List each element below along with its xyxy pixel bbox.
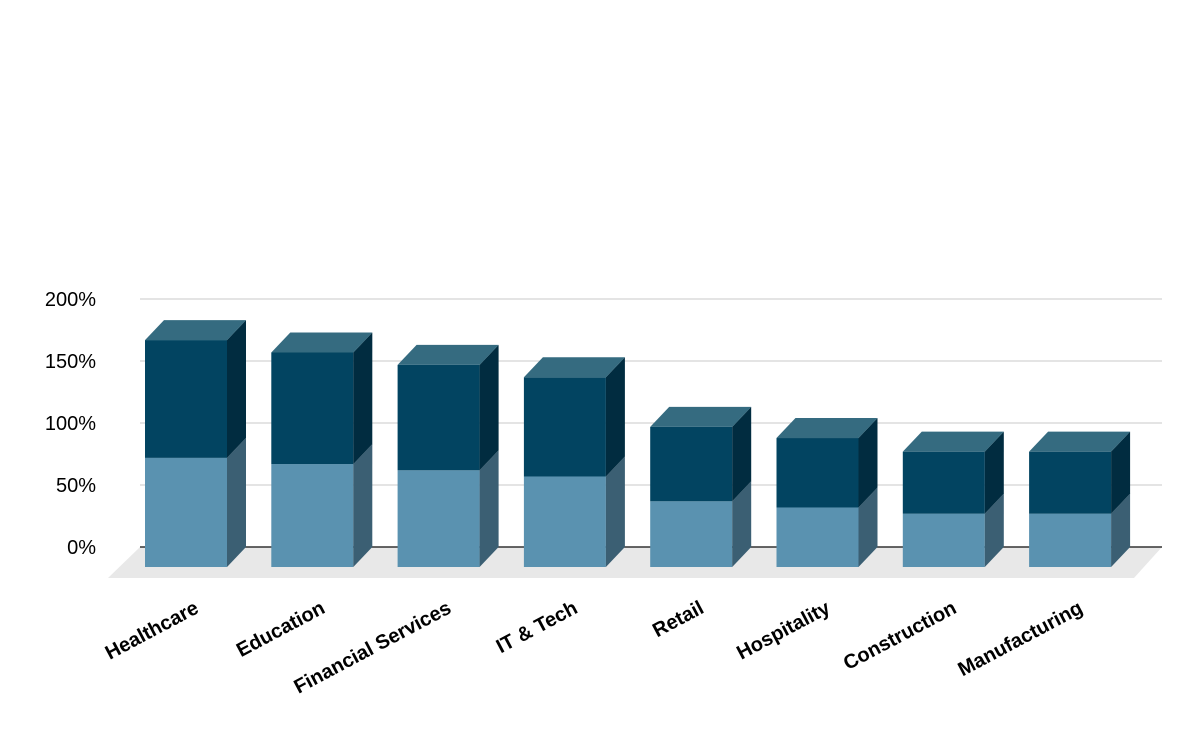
bar-stack bbox=[650, 406, 752, 567]
x-category-label: Hospitality bbox=[733, 597, 834, 665]
bar-segment-series2 bbox=[1029, 451, 1112, 514]
bars bbox=[145, 320, 1131, 567]
bar-stack bbox=[271, 332, 373, 567]
x-category-label: Retail bbox=[649, 597, 707, 642]
y-tick-label: 50% bbox=[56, 475, 96, 497]
bar-top bbox=[397, 344, 499, 365]
bar-top bbox=[776, 418, 878, 439]
bar-side-series2 bbox=[1111, 431, 1131, 514]
bar-side-series1 bbox=[605, 456, 625, 567]
bar-stack bbox=[902, 431, 1004, 567]
x-category-label: Construction bbox=[840, 597, 960, 675]
bar-side-series1 bbox=[353, 444, 373, 567]
bar-segment-series2 bbox=[650, 426, 733, 502]
bar-side-series2 bbox=[984, 431, 1004, 514]
x-category-label: IT & Tech bbox=[493, 597, 581, 658]
bar-segment-series1 bbox=[902, 513, 985, 567]
bar-segment-series1 bbox=[650, 501, 733, 567]
bar-segment-series2 bbox=[776, 438, 859, 508]
bar-stack bbox=[523, 357, 625, 567]
bar-top bbox=[902, 431, 1004, 452]
bar-stack bbox=[1029, 431, 1131, 567]
y-tick-label: 0% bbox=[67, 537, 96, 559]
bar-segment-series2 bbox=[902, 451, 985, 514]
y-tick-label: 200% bbox=[45, 289, 96, 311]
bar-side-series2 bbox=[353, 332, 373, 465]
bar-stack bbox=[145, 320, 246, 567]
floor-plane bbox=[108, 547, 1162, 578]
bar-segment-series1 bbox=[397, 470, 480, 567]
bar-side-series2 bbox=[605, 357, 625, 477]
bar-side-series1 bbox=[858, 487, 878, 567]
bar-stack bbox=[397, 344, 499, 567]
bar-segment-series2 bbox=[397, 364, 480, 471]
x-category-label: Manufacturing bbox=[954, 597, 1086, 681]
bar-segment-series1 bbox=[523, 476, 606, 567]
bar-segment-series1 bbox=[145, 457, 227, 567]
bar-top bbox=[650, 406, 752, 427]
bar-segment-series1 bbox=[776, 507, 859, 567]
bar-top bbox=[523, 357, 625, 378]
bar-segment-series1 bbox=[271, 464, 354, 567]
bar-segment-series2 bbox=[271, 352, 354, 465]
bar-side-series2 bbox=[732, 406, 752, 502]
bar-segment-series1 bbox=[1029, 513, 1112, 567]
bar-side-series2 bbox=[227, 320, 246, 458]
bar-top bbox=[145, 320, 246, 341]
y-tick-label: 100% bbox=[45, 413, 96, 435]
bar-side-series1 bbox=[1111, 493, 1131, 567]
bar-top bbox=[1029, 431, 1131, 452]
bar-side-series1 bbox=[732, 481, 752, 567]
x-category-label: Healthcare bbox=[102, 597, 203, 664]
y-axis-tick-labels: 0% 50% 100% 150% 200% bbox=[45, 289, 96, 559]
chart-floor bbox=[108, 547, 1162, 578]
bar-side-series1 bbox=[984, 493, 1004, 567]
bar-segment-series2 bbox=[145, 340, 227, 458]
bar-side-series1 bbox=[479, 450, 499, 567]
bar-segment-series2 bbox=[523, 377, 606, 477]
bar-side-series2 bbox=[479, 344, 499, 471]
x-category-label: Education bbox=[233, 597, 329, 662]
bar-side-series2 bbox=[858, 418, 878, 508]
bar-side-series1 bbox=[227, 437, 246, 567]
bar-stack bbox=[776, 418, 878, 567]
y-tick-label: 150% bbox=[45, 351, 96, 373]
bar-top bbox=[271, 332, 373, 353]
